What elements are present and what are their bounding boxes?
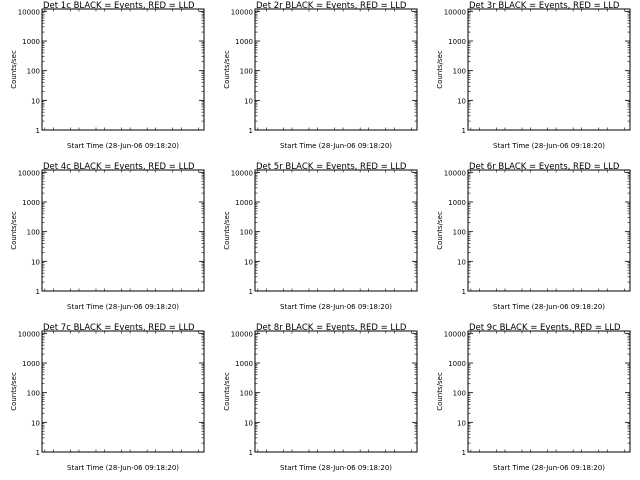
plot-frame bbox=[254, 169, 418, 292]
x-axis-label: Start Time (28-Jun-06 09:18:20) bbox=[280, 464, 392, 472]
y-axis-label: Counts/sec bbox=[223, 50, 231, 89]
y-tick-label: 1000 bbox=[235, 199, 253, 207]
y-tick-label: 10 bbox=[244, 258, 253, 266]
plot-frame bbox=[41, 330, 205, 453]
plot-frame bbox=[467, 330, 631, 453]
panel-title: Det 6r BLACK = Events, RED = LLD bbox=[469, 162, 620, 172]
detector-panel: Det 5r BLACK = Events, RED = LLD 1 10 100 10… bbox=[223, 162, 418, 311]
y-tick-label: 100 bbox=[240, 68, 253, 76]
y-tick-label: 100 bbox=[453, 68, 466, 76]
y-axis-label: Counts/sec bbox=[223, 372, 231, 411]
y-tick-label: 10 bbox=[31, 97, 40, 105]
y-tick-label: 10000 bbox=[444, 8, 466, 16]
detector-panel: Det 7c BLACK = Events, RED = LLD 1 10 100 10… bbox=[10, 323, 205, 472]
detector-panel: Det 6r BLACK = Events, RED = LLD 1 10 100 10… bbox=[436, 162, 631, 311]
y-tick-label: 1000 bbox=[22, 360, 40, 368]
y-tick-label: 100 bbox=[27, 68, 40, 76]
plot-frame bbox=[41, 169, 205, 292]
panel-title: Det 5r BLACK = Events, RED = LLD bbox=[256, 162, 407, 172]
y-tick-label: 100 bbox=[240, 390, 253, 398]
panel-title: Det 4c BLACK = Events, RED = LLD bbox=[43, 162, 195, 172]
detector-panel: Det 3r BLACK = Events, RED = LLD 1 10 100 10… bbox=[436, 1, 631, 150]
panel-title: Det 3r BLACK = Events, RED = LLD bbox=[469, 1, 620, 11]
panel-title: Det 9c BLACK = Events, RED = LLD bbox=[469, 323, 621, 333]
y-tick-label: 100 bbox=[453, 390, 466, 398]
y-tick-label: 10000 bbox=[231, 330, 253, 338]
y-tick-label: 10000 bbox=[444, 330, 466, 338]
y-tick-label: 1 bbox=[36, 449, 40, 457]
y-tick-label: 10 bbox=[31, 258, 40, 266]
y-tick-label: 1000 bbox=[448, 360, 466, 368]
y-tick-label: 100 bbox=[453, 229, 466, 237]
y-tick-label: 100 bbox=[27, 390, 40, 398]
detector-panel: Det 4c BLACK = Events, RED = LLD 1 10 100 10… bbox=[10, 162, 205, 311]
y-tick-label: 1000 bbox=[235, 360, 253, 368]
y-tick-label: 1 bbox=[462, 127, 466, 135]
y-tick-label: 10 bbox=[457, 419, 466, 427]
y-tick-label: 1000 bbox=[22, 38, 40, 46]
detector-panel: Det 8r BLACK = Events, RED = LLD 1 10 100 10… bbox=[223, 323, 418, 472]
detector-panel: Det 1c BLACK = Events, RED = LLD 1 10 100 10… bbox=[10, 1, 205, 150]
y-tick-label: 1 bbox=[249, 127, 253, 135]
y-tick-label: 100 bbox=[240, 229, 253, 237]
panel-title: Det 8r BLACK = Events, RED = LLD bbox=[256, 323, 407, 333]
plot-frame bbox=[467, 169, 631, 292]
y-tick-label: 1000 bbox=[448, 38, 466, 46]
y-tick-label: 1 bbox=[36, 288, 40, 296]
detector-panel: Det 9c BLACK = Events, RED = LLD 1 10 100 10… bbox=[436, 323, 631, 472]
y-axis-label: Counts/sec bbox=[10, 50, 18, 89]
plot-frame bbox=[254, 330, 418, 453]
x-axis-label: Start Time (28-Jun-06 09:18:20) bbox=[280, 142, 392, 150]
y-axis-label: Counts/sec bbox=[436, 372, 444, 411]
x-axis-label: Start Time (28-Jun-06 09:18:20) bbox=[67, 303, 179, 311]
x-axis-label: Start Time (28-Jun-06 09:18:20) bbox=[493, 303, 605, 311]
y-tick-label: 10000 bbox=[18, 330, 40, 338]
y-tick-label: 10 bbox=[457, 258, 466, 266]
y-tick-label: 1 bbox=[36, 127, 40, 135]
panel-title: Det 1c BLACK = Events, RED = LLD bbox=[43, 1, 195, 11]
y-axis-label: Counts/sec bbox=[10, 372, 18, 411]
y-axis-label: Counts/sec bbox=[436, 211, 444, 250]
y-tick-label: 1000 bbox=[235, 38, 253, 46]
y-tick-label: 1 bbox=[462, 449, 466, 457]
x-axis-label: Start Time (28-Jun-06 09:18:20) bbox=[493, 142, 605, 150]
detector-panel: Det 2r BLACK = Events, RED = LLD 1 10 100 10… bbox=[223, 1, 418, 150]
y-axis-label: Counts/sec bbox=[436, 50, 444, 89]
panel-title: Det 2r BLACK = Events, RED = LLD bbox=[256, 1, 407, 11]
x-axis-label: Start Time (28-Jun-06 09:18:20) bbox=[67, 464, 179, 472]
y-tick-label: 10000 bbox=[231, 8, 253, 16]
y-tick-label: 1000 bbox=[448, 199, 466, 207]
plot-frame bbox=[254, 8, 418, 131]
y-tick-label: 100 bbox=[27, 229, 40, 237]
y-tick-label: 10000 bbox=[231, 169, 253, 177]
plot-frame bbox=[467, 8, 631, 131]
y-tick-label: 10000 bbox=[18, 169, 40, 177]
y-tick-label: 1000 bbox=[22, 199, 40, 207]
y-tick-label: 10 bbox=[244, 97, 253, 105]
y-tick-label: 10000 bbox=[444, 169, 466, 177]
y-tick-label: 1 bbox=[462, 288, 466, 296]
y-tick-label: 10 bbox=[457, 97, 466, 105]
y-axis-label: Counts/sec bbox=[223, 211, 231, 250]
y-tick-label: 1 bbox=[249, 449, 253, 457]
y-tick-label: 10 bbox=[31, 419, 40, 427]
panel-title: Det 7c BLACK = Events, RED = LLD bbox=[43, 323, 195, 333]
x-axis-label: Start Time (28-Jun-06 09:18:20) bbox=[67, 142, 179, 150]
plot-frame bbox=[41, 8, 205, 131]
y-tick-label: 1 bbox=[249, 288, 253, 296]
y-tick-label: 10000 bbox=[18, 8, 40, 16]
x-axis-label: Start Time (28-Jun-06 09:18:20) bbox=[280, 303, 392, 311]
y-axis-label: Counts/sec bbox=[10, 211, 18, 250]
y-tick-label: 10 bbox=[244, 419, 253, 427]
x-axis-label: Start Time (28-Jun-06 09:18:20) bbox=[493, 464, 605, 472]
